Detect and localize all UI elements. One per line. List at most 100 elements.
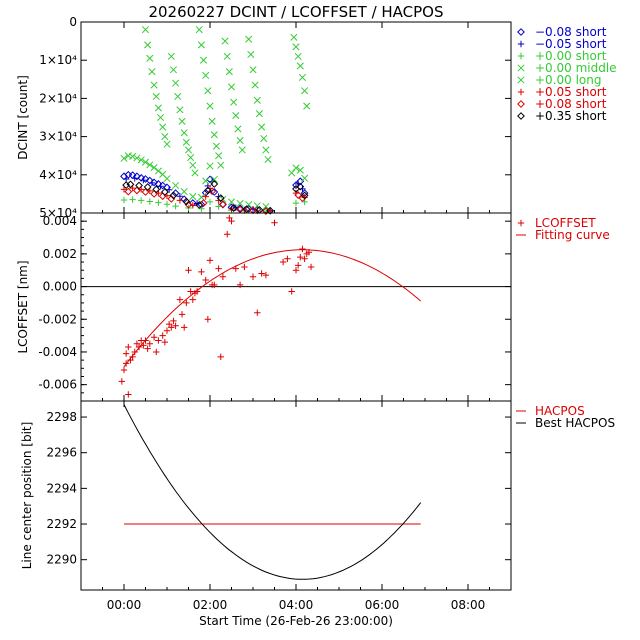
- series-1: [123, 249, 422, 368]
- series-4: [141, 26, 311, 177]
- series-7: [122, 180, 309, 215]
- data-point: [122, 181, 131, 190]
- data-point: [184, 200, 193, 209]
- data-point: [180, 195, 189, 204]
- data-point: [230, 98, 238, 106]
- data-point: [125, 343, 132, 351]
- data-point: [251, 81, 259, 89]
- y-tick-label: 0: [69, 15, 77, 29]
- data-point: [160, 188, 169, 196]
- data-point: [296, 182, 305, 191]
- y-tick-label: -0.002: [38, 312, 77, 326]
- data-point: [202, 177, 210, 185]
- data-point: [176, 296, 184, 303]
- data-point: [189, 193, 197, 201]
- data-point: [217, 353, 224, 361]
- data-point: [219, 273, 227, 280]
- series-1: [123, 404, 422, 580]
- data-point: [245, 201, 253, 209]
- data-point: [199, 56, 208, 64]
- legend-marker: [517, 88, 525, 96]
- data-point: [163, 201, 171, 208]
- series-3: [120, 152, 309, 211]
- data-point: [129, 152, 137, 161]
- data-point: [212, 142, 221, 150]
- x-tick-label: 08:00: [451, 598, 486, 612]
- y-tick-label: 2296: [46, 446, 77, 460]
- data-point: [180, 129, 188, 137]
- data-point: [215, 203, 222, 210]
- data-point: [159, 332, 166, 339]
- data-point: [236, 199, 244, 208]
- data-point: [144, 41, 152, 49]
- data-point: [146, 340, 153, 347]
- data-point: [253, 96, 261, 104]
- x-tick-label: 02:00: [193, 598, 228, 612]
- data-point: [262, 202, 270, 211]
- data-point: [206, 257, 214, 264]
- data-point: [260, 134, 268, 143]
- dcint-panel: 0 1×10⁴ 2×10⁴ 3×10⁴ 4×10⁴ 5×10⁴ DCINT [count] −…: [16, 15, 617, 220]
- data-point: [157, 183, 164, 190]
- data-point: [292, 189, 300, 197]
- legend-label: Fitting curve: [535, 228, 610, 242]
- data-point: [159, 123, 167, 131]
- data-point: [218, 200, 227, 209]
- y-tick-label: -0.006: [38, 378, 77, 392]
- data-point: [299, 185, 306, 193]
- data-point: [152, 185, 161, 194]
- data-point: [171, 189, 180, 198]
- data-point: [150, 81, 158, 89]
- data-point: [284, 255, 291, 262]
- data-point: [178, 117, 186, 125]
- data-point: [122, 175, 130, 183]
- y-tick-label: 2290: [46, 553, 77, 567]
- y-tick-label: -0.004: [38, 345, 77, 359]
- data-point: [197, 41, 205, 49]
- data-point: [236, 136, 244, 144]
- data-point: [244, 204, 253, 213]
- legend: −0.08 short−0.05 short+0.00 short+0.00 m…: [517, 25, 617, 123]
- data-point: [258, 123, 266, 131]
- data-point: [247, 50, 255, 59]
- data-point: [156, 113, 165, 122]
- data-point: [242, 205, 251, 214]
- data-point: [225, 68, 233, 76]
- data-point: [299, 245, 306, 253]
- legend-marker: [517, 40, 525, 48]
- data-point: [118, 378, 126, 385]
- data-point: [206, 162, 214, 170]
- data-point: [163, 327, 171, 334]
- data-point: [301, 255, 308, 262]
- data-point: [215, 197, 222, 204]
- data-point: [145, 176, 154, 185]
- data-point: [303, 102, 311, 110]
- data-point: [208, 117, 216, 125]
- data-point: [120, 154, 128, 162]
- data-point: [178, 311, 186, 318]
- data-point: [224, 231, 231, 238]
- legend-label: HACPOS: [535, 404, 585, 418]
- x-tick-labels: 00:00 02:00 04:00 06:00 08:00: [107, 598, 486, 612]
- data-point: [232, 112, 240, 120]
- data-point: [184, 146, 193, 154]
- data-point: [238, 146, 246, 154]
- data-point: [122, 350, 130, 357]
- x-tick-label: 06:00: [365, 598, 400, 612]
- legend-label: −0.05 short: [535, 37, 607, 51]
- data-point: [155, 199, 162, 206]
- data-point: [125, 391, 132, 398]
- data-point: [129, 196, 136, 203]
- data-point: [300, 191, 309, 200]
- data-point: [279, 258, 287, 266]
- legend-marker: [517, 219, 525, 227]
- y-axis-label: Line center position [bit]: [20, 422, 34, 570]
- data-point: [249, 66, 257, 74]
- data-point: [138, 197, 145, 204]
- data-point: [148, 179, 156, 187]
- data-point: [170, 317, 177, 325]
- series-2: [120, 196, 308, 215]
- legend-marker: [517, 52, 525, 60]
